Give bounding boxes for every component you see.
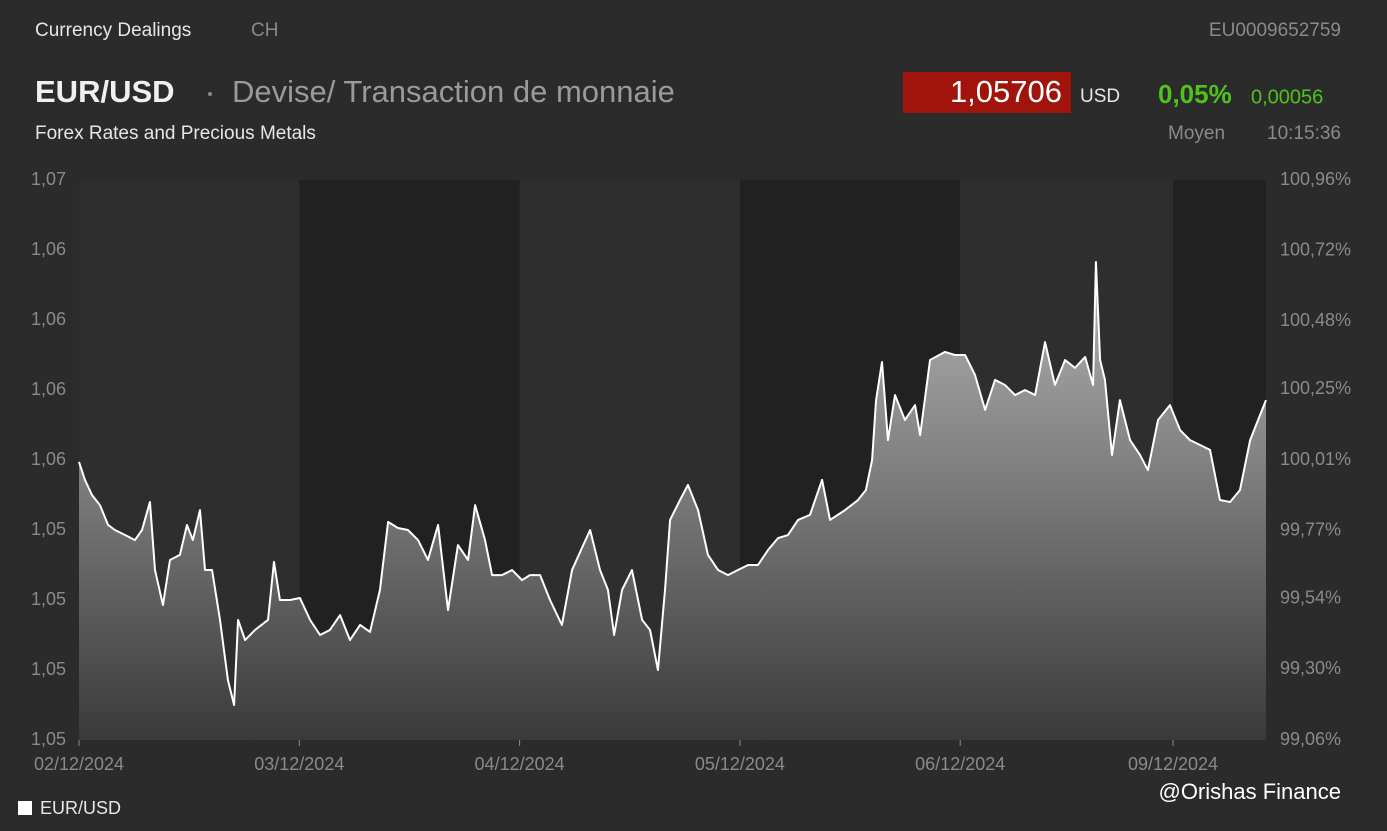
separator <box>208 92 212 96</box>
y-tick-label: 1,06 <box>31 379 66 399</box>
y2-tick-label: 100,72% <box>1280 239 1351 259</box>
x-tick-label: 03/12/2024 <box>254 754 344 774</box>
price-type: Moyen <box>1168 123 1225 144</box>
y2-tick-label: 99,54% <box>1280 587 1341 607</box>
instrument-name: Devise/ Transaction de monnaie <box>232 74 675 109</box>
y-tick-label: 1,05 <box>31 729 66 749</box>
y-tick-label: 1,06 <box>31 449 66 469</box>
y2-tick-label: 100,96% <box>1280 169 1351 189</box>
time: 10:15:36 <box>1267 123 1341 144</box>
y-tick-label: 1,05 <box>31 659 66 679</box>
price-box <box>903 72 1071 113</box>
subtitle: Forex Rates and Precious Metals <box>35 123 316 144</box>
y2-tick-label: 100,48% <box>1280 310 1351 330</box>
y2-tick-label: 99,06% <box>1280 729 1341 749</box>
legend-label: EUR/USD <box>40 798 121 818</box>
area <box>79 262 1266 740</box>
y-tick-label: 1,05 <box>31 589 66 609</box>
y2-tick-label: 99,77% <box>1280 519 1341 539</box>
x-tick-label: 04/12/2024 <box>475 754 565 774</box>
price: 1,05706 <box>950 74 1062 109</box>
y2-tick-label: 100,25% <box>1280 378 1351 398</box>
change-pct: 0,05% <box>1158 79 1232 109</box>
section: Currency Dealings <box>35 20 191 41</box>
x-tick-label: 09/12/2024 <box>1128 754 1218 774</box>
change-abs: 0,00056 <box>1251 86 1323 108</box>
symbol: EUR/USD <box>35 74 175 109</box>
isin: EU0009652759 <box>1209 20 1341 41</box>
country: CH <box>251 20 278 41</box>
y-tick-label: 1,07 <box>31 169 66 189</box>
y-tick-label: 1,05 <box>31 519 66 539</box>
y2-tick-label: 99,30% <box>1280 658 1341 678</box>
line <box>78 261 1267 706</box>
x-tick-label: 05/12/2024 <box>695 754 785 774</box>
x-tick-label: 02/12/2024 <box>34 754 124 774</box>
y2-tick-label: 100,01% <box>1280 449 1351 469</box>
y-tick-label: 1,06 <box>31 309 66 329</box>
x-tick-label: 06/12/2024 <box>915 754 1005 774</box>
y-tick-label: 1,06 <box>31 239 66 259</box>
legend-swatch <box>18 801 32 815</box>
currency: USD <box>1080 86 1120 107</box>
watermark: @Orishas Finance <box>1158 779 1341 804</box>
